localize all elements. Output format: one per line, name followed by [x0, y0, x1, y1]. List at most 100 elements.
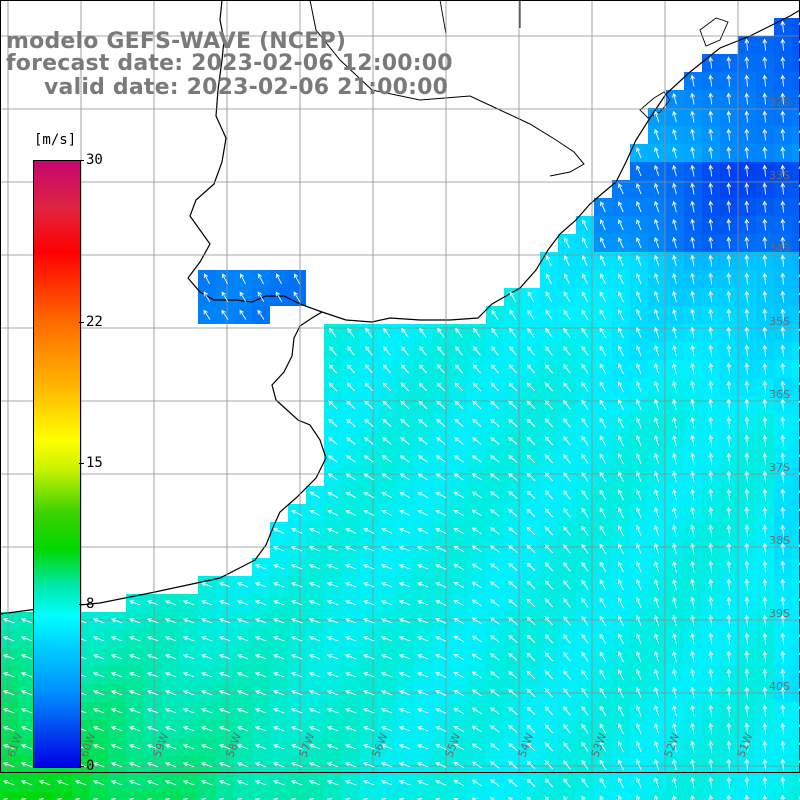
wind-arrow [636, 255, 642, 267]
wind-arrow [272, 618, 285, 624]
wind-arrow [672, 524, 677, 537]
wind-arrow [380, 600, 393, 606]
wind-arrow [146, 690, 159, 696]
wind-arrow [92, 618, 105, 624]
wind-arrow [254, 618, 267, 624]
wind-arrow [473, 345, 481, 356]
wind-arrow [599, 507, 607, 518]
wind-arrow [418, 364, 427, 374]
wind-arrow [690, 686, 695, 699]
wind-arrow [672, 488, 677, 501]
wind-arrow [744, 182, 750, 195]
wind-arrow [654, 542, 660, 555]
wind-arrow [798, 381, 800, 386]
wind-arrow [489, 509, 500, 517]
wind-arrow [363, 509, 375, 516]
wind-arrow [708, 470, 714, 483]
wind-arrow [308, 618, 321, 624]
wind-arrow [726, 398, 732, 411]
wind-arrow [309, 546, 321, 552]
wind-arrow [92, 708, 105, 714]
wind-arrow [453, 581, 465, 588]
wind-arrow [164, 600, 177, 606]
wind-arrow [744, 614, 750, 627]
wind-arrow [762, 650, 768, 663]
wind-arrow [690, 434, 695, 447]
wind-arrow [563, 759, 571, 770]
wind-arrow [744, 416, 750, 429]
latitude-label: 33S [769, 169, 790, 182]
wind-arrow [290, 618, 303, 624]
wind-arrow [654, 776, 660, 789]
wind-arrow [581, 255, 588, 267]
wind-arrow [489, 599, 500, 607]
wind-arrow [744, 272, 750, 285]
wind-arrow [435, 671, 447, 678]
wind-arrow [744, 380, 750, 393]
wind-arrow [744, 722, 750, 735]
colorbar-tick-mark [79, 766, 84, 767]
wind-arrow [690, 704, 695, 717]
wind-arrow [326, 636, 339, 642]
wind-arrow [435, 509, 447, 516]
wind-arrow [581, 795, 586, 800]
wind-arrow [382, 364, 391, 374]
wind-arrow [617, 669, 624, 681]
wind-arrow [762, 794, 768, 800]
wind-arrow [272, 582, 285, 588]
colorbar-tick-mark [79, 160, 84, 161]
wind-speed-cell [360, 792, 378, 800]
wind-arrow [708, 686, 714, 699]
wind-arrow [308, 672, 321, 678]
wind-arrow [599, 255, 606, 267]
wind-arrow [690, 506, 695, 519]
wind-arrow [182, 726, 195, 732]
wind-arrow [398, 600, 411, 606]
wind-arrow [581, 399, 589, 410]
wind-arrow [599, 543, 607, 554]
wind-arrow [690, 110, 695, 123]
wind-arrow [744, 398, 750, 411]
wind-speed-cell [792, 486, 800, 504]
wind-arrow [726, 632, 732, 645]
wind-arrow [726, 668, 732, 681]
wind-arrow [544, 634, 554, 644]
wind-arrow [362, 690, 375, 696]
wind-arrow [435, 779, 447, 786]
wind-arrow [654, 614, 660, 627]
wind-speed-cell [792, 18, 800, 36]
wind-arrow [20, 618, 33, 624]
wind-arrow [417, 582, 429, 588]
wind-arrow [798, 525, 800, 530]
wind-arrow [780, 686, 786, 699]
wind-arrow [435, 437, 446, 445]
wind-arrow [2, 780, 15, 786]
wind-arrow [726, 578, 732, 591]
wind-arrow [417, 762, 429, 768]
wind-arrow [110, 762, 123, 768]
wind-arrow [798, 183, 800, 188]
wind-arrow [490, 364, 499, 374]
wind-arrow [218, 708, 231, 714]
wind-arrow [344, 726, 357, 732]
wind-arrow [617, 723, 624, 735]
wind-arrow [110, 726, 123, 732]
wind-arrow [471, 581, 482, 589]
wind-arrow [617, 309, 624, 321]
wind-arrow [344, 618, 357, 624]
wind-arrow [489, 689, 500, 697]
wind-arrow [599, 579, 607, 590]
wind-arrow [708, 452, 714, 465]
wind-arrow [346, 418, 356, 427]
wind-arrow [762, 758, 768, 771]
wind-arrow [599, 363, 607, 374]
wind-arrow [780, 542, 786, 555]
wind-arrow [762, 344, 768, 357]
wind-arrow [128, 780, 141, 786]
wind-arrow [654, 524, 660, 537]
wind-arrow [254, 708, 267, 714]
wind-arrow [617, 435, 624, 447]
wind-arrow [563, 309, 571, 320]
wind-arrow [326, 618, 339, 624]
wind-arrow [563, 561, 571, 572]
